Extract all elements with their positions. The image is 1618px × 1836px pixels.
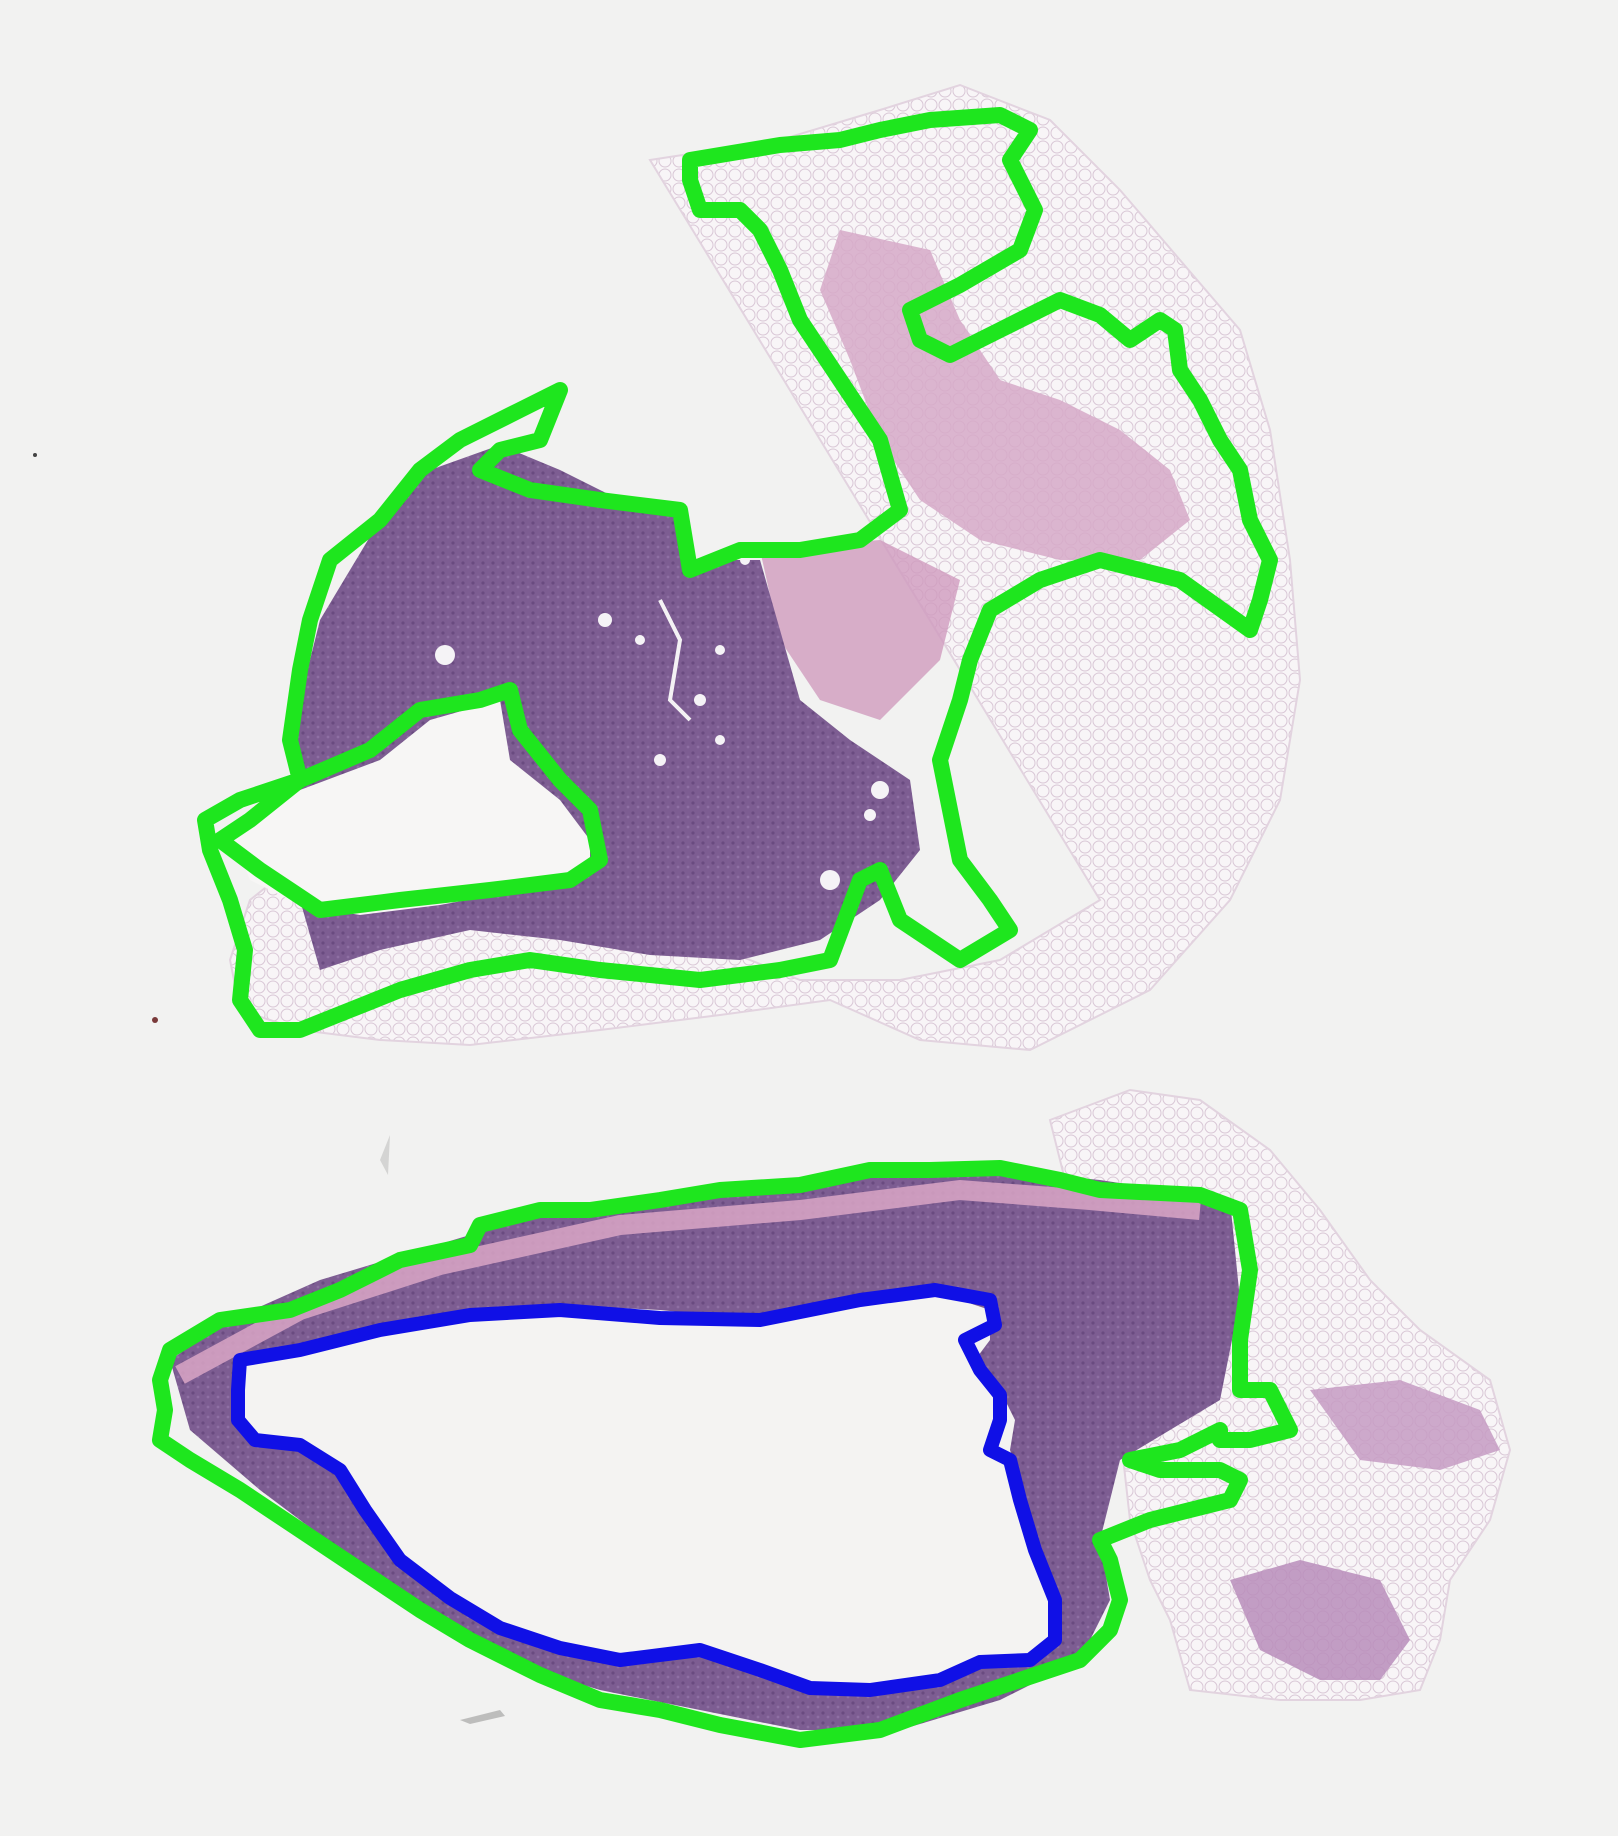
upper-tissue-crack xyxy=(658,599,692,722)
lower-pink-stroma xyxy=(1310,1380,1500,1470)
lower-blue-annotation xyxy=(231,1283,1062,1697)
lower-tissue-section xyxy=(152,1088,1512,1748)
lower-pink-stroma-2 xyxy=(1230,1560,1410,1680)
upper-tissue-section xyxy=(197,83,1302,1052)
slide-debris xyxy=(33,453,505,1724)
upper-green-annotation xyxy=(197,107,1278,1038)
lower-green-annotation xyxy=(152,1160,1298,1748)
upper-cavity xyxy=(230,700,590,915)
upper-pink-stroma-2 xyxy=(760,540,960,720)
